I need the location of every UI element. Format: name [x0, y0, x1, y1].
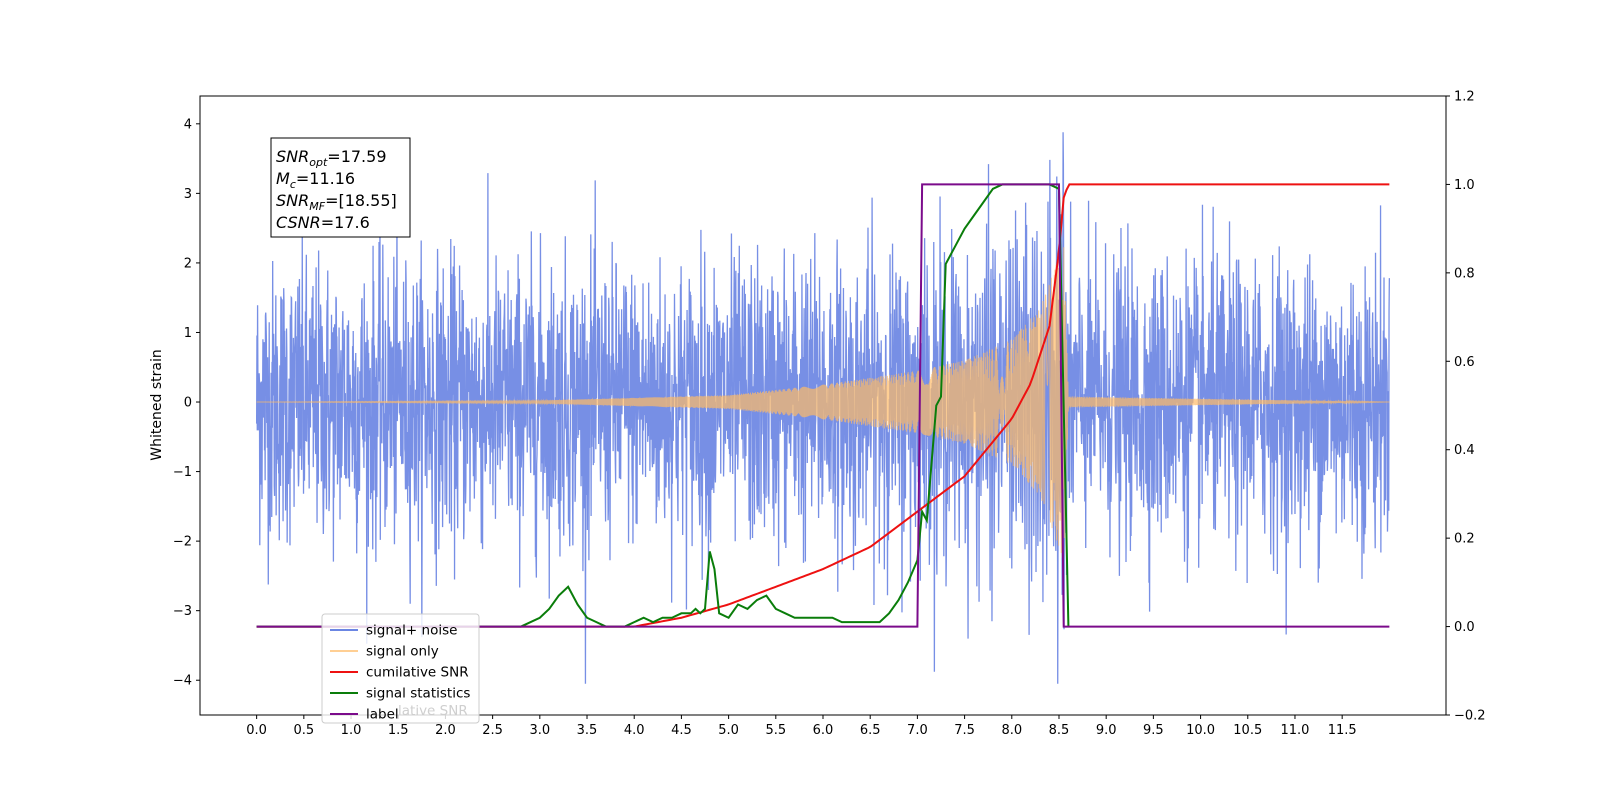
x-tick-label: 1.5: [388, 723, 409, 738]
y2-tick-label: −0.2: [1454, 709, 1486, 724]
x-tick-label: 2.5: [482, 723, 503, 738]
y-tick-label: 4: [184, 117, 192, 132]
y2-tick-label: 0.0: [1454, 620, 1475, 635]
x-tick-label: 0.0: [246, 723, 267, 738]
x-tick-label: 7.0: [907, 723, 928, 738]
x-tick-label: 7.5: [954, 723, 975, 738]
y-tick-label: 1: [184, 326, 192, 341]
x-tick-label: 5.0: [718, 723, 739, 738]
legend-overlap-text: lative SNR: [398, 703, 468, 719]
x-axis: 0.0 0.5 1.0 1.5 2.0 2.5 3.0 3.5 4.0 4.5 5.0 5.5 6.0 6…: [246, 715, 1357, 738]
y-tick-label: −3: [173, 604, 192, 619]
x-tick-label: 6.5: [860, 723, 881, 738]
y2-tick-label: 1.2: [1454, 90, 1475, 105]
y-tick-label: −4: [173, 674, 192, 689]
x-tick-label: 9.0: [1096, 723, 1117, 738]
legend: lative SNR signal+ noise signal only cumila…: [321, 613, 480, 724]
x-tick-label: 2.0: [435, 723, 456, 738]
legend-label: cumilative SNR: [366, 665, 469, 681]
legend-label: signal+ noise: [366, 623, 457, 639]
x-tick-label: 4.5: [671, 723, 692, 738]
legend-label: label: [366, 707, 399, 723]
stats-line: CSNR=17.6: [276, 213, 370, 232]
x-tick-label: 1.0: [341, 723, 362, 738]
y2-tick-label: 1.0: [1454, 178, 1475, 193]
x-tick-label: 10.0: [1186, 723, 1215, 738]
x-tick-label: 11.0: [1280, 723, 1309, 738]
x-tick-label: 6.0: [813, 723, 834, 738]
x-tick-label: 3.5: [577, 723, 598, 738]
stats-line: SNRMF=[18.55]: [276, 191, 397, 213]
series-signal-noise-line: [255, 132, 1391, 684]
y-tick-label: −1: [173, 465, 192, 480]
legend-label: signal only: [366, 644, 439, 660]
x-tick-label: 10.5: [1233, 723, 1262, 738]
y-axis-right: −0.2 0.0 0.2 0.4 0.6 0.8 1.0 1.2: [1446, 90, 1486, 724]
x-tick-label: 9.5: [1143, 723, 1164, 738]
x-tick-label: 11.5: [1328, 723, 1357, 738]
y2-tick-label: 0.6: [1454, 355, 1475, 370]
x-tick-label: 3.0: [529, 723, 550, 738]
plot-frame: [199, 95, 1447, 716]
x-tick-label: 8.0: [1001, 723, 1022, 738]
series-label-line: [256, 183, 1390, 628]
y2-tick-label: 0.4: [1454, 443, 1475, 458]
x-tick-label: 8.5: [1049, 723, 1070, 738]
legend-label: signal statistics: [366, 686, 470, 702]
stats-line: SNRopt=17.59: [276, 147, 387, 169]
series-signal-only-line: [256, 247, 1390, 558]
stats-annotation-box: SNRopt=17.59Mc=11.16SNRMF=[18.55]CSNR=17…: [270, 137, 411, 238]
x-tick-label: 0.5: [293, 723, 314, 738]
y-tick-label: 2: [184, 256, 192, 271]
y-tick-label: −2: [173, 535, 192, 550]
y-axis-left: −4 −3 −2 −1 0 1 2 3 4: [173, 117, 200, 689]
y-tick-label: 0: [184, 396, 192, 411]
y2-tick-label: 0.8: [1454, 266, 1475, 281]
y-axis-label: Whitened strain: [149, 349, 165, 460]
stats-line: Mc=11.16: [276, 169, 355, 191]
x-tick-label: 4.0: [624, 723, 645, 738]
y2-tick-label: 0.2: [1454, 532, 1475, 547]
x-tick-label: 5.5: [765, 723, 786, 738]
y-tick-label: 3: [184, 187, 192, 202]
